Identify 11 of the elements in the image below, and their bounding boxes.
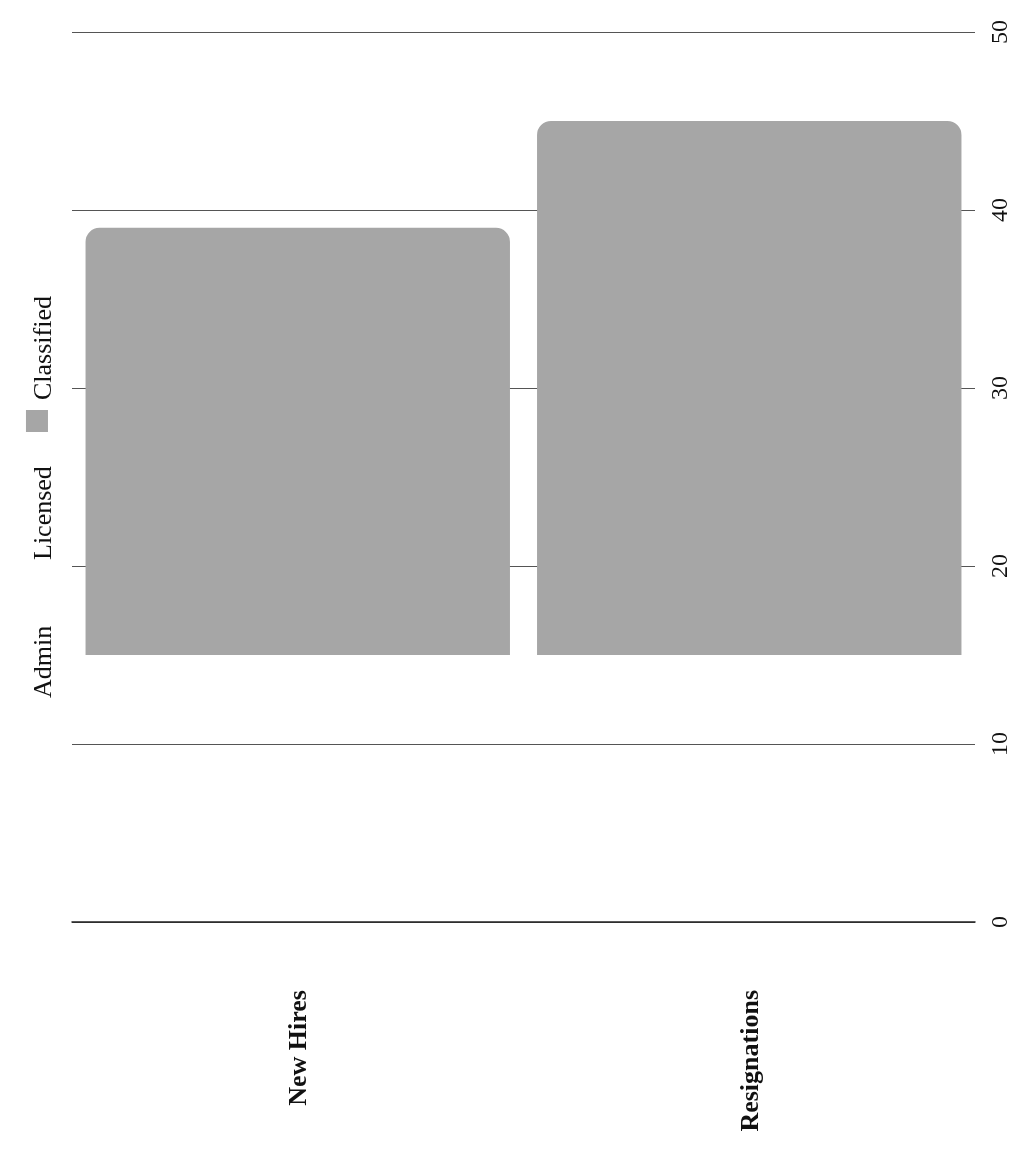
y-tick-label: 20 [986,554,1012,578]
text: Licensed [27,465,57,560]
x-tick-label: Resignations [734,990,764,1132]
y-tick-label: 30 [986,376,1012,400]
y-tick-label: 40 [986,198,1012,222]
y-tick-label: 0 [986,916,1012,928]
y-tick-label: 10 [986,732,1012,756]
y-tick-label: 50 [986,20,1012,44]
text: Classified [27,295,57,400]
x-tick-label: New Hires [283,990,313,1106]
text: Admin [27,625,57,698]
